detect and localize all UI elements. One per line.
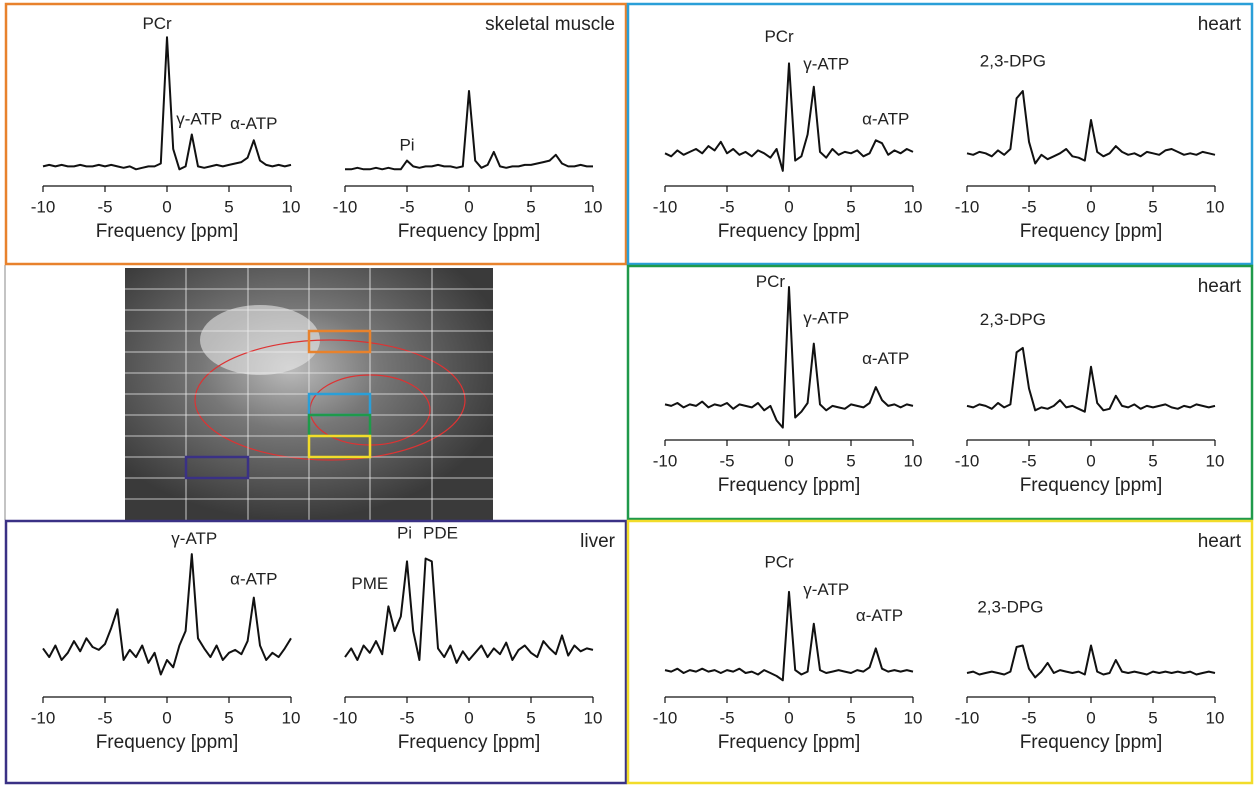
x-tick-label: 0 [784, 451, 793, 470]
x-tick-label: 0 [784, 708, 793, 727]
peak-label: γ-ATP [803, 54, 849, 73]
x-tick-label: -5 [1021, 197, 1036, 216]
x-tick-label: 10 [904, 451, 923, 470]
x-tick-label: -5 [719, 197, 734, 216]
x-tick-label: 0 [162, 197, 171, 216]
x-tick-label: 10 [282, 708, 301, 727]
x-tick-label: -10 [31, 708, 56, 727]
x-tick-label: 0 [162, 708, 171, 727]
x-axis-label: Frequency [ppm] [1020, 221, 1163, 242]
x-tick-label: -5 [1021, 708, 1036, 727]
x-tick-label: -10 [955, 708, 980, 727]
spectrum-line [43, 37, 291, 169]
x-tick-label: 10 [1206, 708, 1225, 727]
spectrum-line [967, 646, 1215, 678]
peak-label: α-ATP [230, 570, 277, 589]
x-axis-label: Frequency [ppm] [398, 221, 541, 242]
x-axis-label: Frequency [ppm] [718, 221, 861, 242]
peak-label: γ-ATP [803, 580, 849, 599]
x-tick-label: -10 [333, 708, 358, 727]
x-tick-label: -10 [31, 197, 56, 216]
x-tick-label: 10 [1206, 197, 1225, 216]
peak-label: PME [351, 574, 388, 593]
x-axis-label: Frequency [ppm] [718, 475, 861, 496]
x-tick-label: -5 [719, 451, 734, 470]
peak-label: α-ATP [230, 114, 277, 133]
x-tick-label: -10 [653, 708, 678, 727]
x-tick-label: -5 [399, 708, 414, 727]
peak-label: PCr [764, 27, 794, 46]
x-tick-label: 5 [224, 708, 233, 727]
x-axis-label: Frequency [ppm] [398, 732, 541, 753]
x-tick-label: 10 [904, 197, 923, 216]
x-tick-label: 5 [1148, 708, 1157, 727]
x-tick-label: 5 [1148, 197, 1157, 216]
x-tick-label: -5 [97, 197, 112, 216]
x-tick-label: 0 [784, 197, 793, 216]
mri-image [125, 268, 493, 520]
panel-label: heart [1198, 531, 1242, 552]
peak-label: α-ATP [856, 606, 903, 625]
peak-label: PDE [423, 523, 458, 542]
panel-label: heart [1198, 276, 1242, 297]
x-tick-label: 5 [846, 451, 855, 470]
x-tick-label: -10 [955, 197, 980, 216]
x-tick-label: 5 [526, 708, 535, 727]
x-tick-label: 5 [1148, 451, 1157, 470]
spectrum-line [345, 91, 593, 169]
x-tick-label: 5 [846, 708, 855, 727]
x-tick-label: 10 [584, 708, 603, 727]
peak-label: α-ATP [862, 109, 909, 128]
x-tick-label: 0 [1086, 708, 1095, 727]
x-tick-label: 5 [224, 197, 233, 216]
x-tick-label: 10 [1206, 451, 1225, 470]
peak-label: γ-ATP [171, 529, 217, 548]
peak-label: PCr [142, 14, 172, 33]
x-tick-label: -5 [719, 708, 734, 727]
peak-label: Pi [397, 523, 412, 542]
x-tick-label: -10 [653, 197, 678, 216]
peak-label: PCr [756, 272, 786, 291]
x-tick-label: -10 [653, 451, 678, 470]
x-tick-label: -10 [333, 197, 358, 216]
x-axis-label: Frequency [ppm] [1020, 475, 1163, 496]
x-tick-label: 0 [1086, 451, 1095, 470]
x-tick-label: 0 [1086, 197, 1095, 216]
x-tick-label: 10 [282, 197, 301, 216]
x-tick-label: 0 [464, 197, 473, 216]
x-tick-label: -5 [97, 708, 112, 727]
peak-label: 2,3-DPG [980, 51, 1046, 70]
x-tick-label: 10 [904, 708, 923, 727]
x-tick-label: 5 [846, 197, 855, 216]
peak-label: γ-ATP [803, 308, 849, 327]
peak-label: α-ATP [862, 349, 909, 368]
x-tick-label: -5 [399, 197, 414, 216]
panel-label: liver [580, 531, 616, 552]
x-axis-label: Frequency [ppm] [96, 732, 239, 753]
x-axis-label: Frequency [ppm] [718, 732, 861, 753]
x-axis-label: Frequency [ppm] [96, 221, 239, 242]
x-tick-label: 5 [526, 197, 535, 216]
spectrum-line [967, 91, 1215, 164]
panel-label: heart [1198, 14, 1242, 35]
peak-label: 2,3-DPG [980, 310, 1046, 329]
peak-label: 2,3-DPG [977, 597, 1043, 616]
panel-label: skeletal muscle [485, 14, 615, 35]
x-tick-label: 10 [584, 197, 603, 216]
x-tick-label: -5 [1021, 451, 1036, 470]
x-tick-label: 0 [464, 708, 473, 727]
peak-label: Pi [399, 136, 414, 155]
x-axis-label: Frequency [ppm] [1020, 732, 1163, 753]
spectrum-line [967, 348, 1215, 412]
peak-label: PCr [764, 552, 794, 571]
figure: -10 -5 0 5 10 Frequency [ppm] PCr γ-ATP α-ATP ske… [0, 0, 1258, 787]
x-tick-label: -10 [955, 451, 980, 470]
peak-label: γ-ATP [176, 109, 222, 128]
